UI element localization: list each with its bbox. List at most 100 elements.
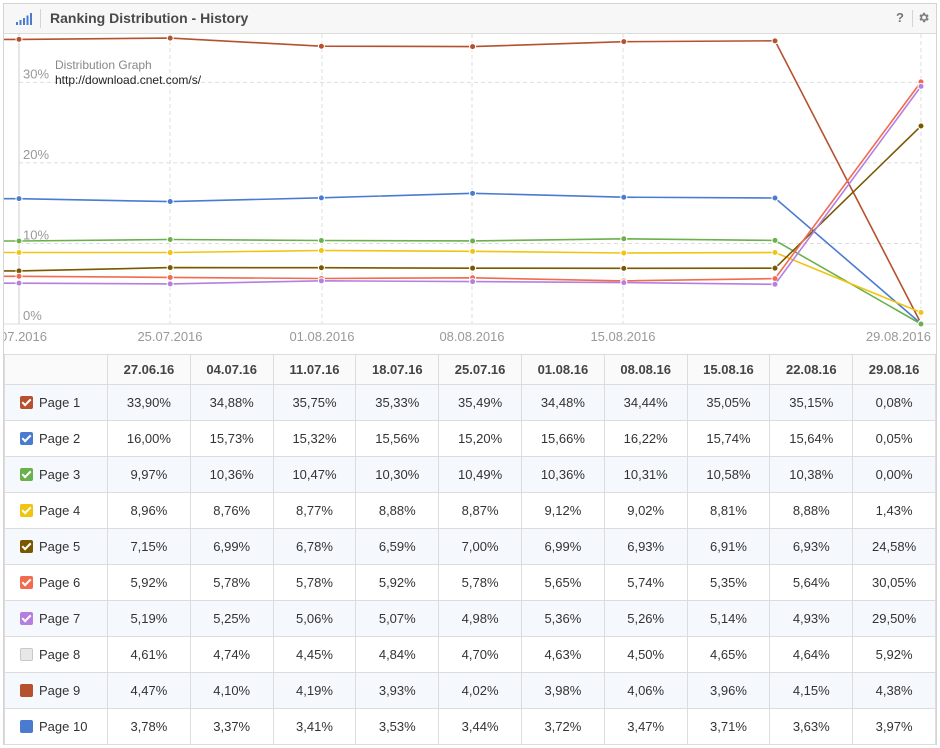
value-cell: 8,96% <box>107 492 191 529</box>
distribution-table: 27.06.16 04.07.16 11.07.16 18.07.16 25.0… <box>4 354 936 745</box>
table-header-row: 27.06.16 04.07.16 11.07.16 18.07.16 25.0… <box>4 354 936 385</box>
data-point[interactable] <box>166 235 174 243</box>
value-cell: 5,25% <box>189 600 274 637</box>
value-cell: 4,65% <box>686 636 771 673</box>
table-row: Page 9 4,47% 4,10% 4,19% 3,93% 4,02% 3,98% 4,06… <box>4 672 936 709</box>
value-cell: 10,38% <box>769 456 854 493</box>
series-checkbox[interactable] <box>20 684 33 697</box>
value-cell: 4,64% <box>769 636 854 673</box>
row-label-cell: Page 6 <box>4 564 108 601</box>
data-point[interactable] <box>917 122 925 130</box>
data-point[interactable] <box>469 189 477 197</box>
row-label: Page 4 <box>39 503 81 518</box>
data-point[interactable] <box>771 37 779 45</box>
series-checkbox[interactable] <box>20 720 33 733</box>
data-point[interactable] <box>620 193 628 201</box>
series-checkbox-checked[interactable] <box>20 468 33 481</box>
data-point[interactable] <box>317 194 325 202</box>
help-button[interactable]: ? <box>896 10 904 25</box>
date-header: 18.07.16 <box>355 354 440 385</box>
data-point[interactable] <box>469 247 477 255</box>
x-tick-label: 15.08.2016 <box>590 329 655 344</box>
gear-icon[interactable] <box>917 11 930 29</box>
row-label-cell: Page 10 <box>4 708 108 745</box>
data-point[interactable] <box>771 264 779 272</box>
value-cell: 4,02% <box>438 672 522 709</box>
data-point[interactable] <box>15 237 23 245</box>
data-point[interactable] <box>771 248 779 256</box>
value-cell: 33,90% <box>107 384 191 421</box>
data-point[interactable] <box>317 237 325 245</box>
data-point[interactable] <box>166 34 174 42</box>
value-cell: 6,99% <box>520 528 605 565</box>
series-checkbox-checked[interactable] <box>20 540 33 553</box>
value-cell: 5,35% <box>686 564 771 601</box>
x-tick-label: 08.08.2016 <box>439 329 504 344</box>
data-point[interactable] <box>15 279 23 287</box>
series-line <box>4 85 922 286</box>
x-tick-label: 01.08.2016 <box>289 329 354 344</box>
row-label-cell: Page 2 <box>4 420 108 457</box>
series-checkbox-checked[interactable] <box>20 576 33 589</box>
data-point[interactable] <box>469 43 477 51</box>
value-cell: 8,88% <box>355 492 440 529</box>
data-point[interactable] <box>166 198 174 206</box>
series-checkbox-checked[interactable] <box>20 432 33 445</box>
series-checkbox-checked[interactable] <box>20 612 33 625</box>
data-point[interactable] <box>620 38 628 46</box>
data-point[interactable] <box>166 280 174 288</box>
date-header: 27.06.16 <box>107 354 191 385</box>
row-label: Page 3 <box>39 467 81 482</box>
data-point[interactable] <box>166 249 174 257</box>
table-row: Page 4 8,96% 8,76% 8,77% 8,88% 8,87% 9,12% 9,02… <box>4 492 936 529</box>
value-cell: 3,71% <box>686 708 771 745</box>
series-checkbox-checked[interactable] <box>20 504 33 517</box>
data-point[interactable] <box>620 235 628 243</box>
data-point[interactable] <box>15 35 23 43</box>
data-point[interactable] <box>469 237 477 245</box>
value-cell: 29,50% <box>852 600 936 637</box>
value-cell: 3,78% <box>107 708 191 745</box>
series-line <box>4 125 922 272</box>
data-point[interactable] <box>917 82 925 90</box>
value-cell: 6,93% <box>603 528 688 565</box>
value-cell: 5,65% <box>520 564 605 601</box>
y-tick-label: 10% <box>23 227 49 242</box>
series-checkbox-checked[interactable] <box>20 396 33 409</box>
value-cell: 15,56% <box>355 420 440 457</box>
data-point[interactable] <box>166 264 174 272</box>
data-point[interactable] <box>917 320 925 328</box>
value-cell: 15,73% <box>189 420 274 457</box>
value-cell: 15,66% <box>520 420 605 457</box>
table-row: Page 10 3,78% 3,37% 3,41% 3,53% 3,44% 3,72% 3,4… <box>4 708 936 745</box>
data-point[interactable] <box>771 236 779 244</box>
value-cell: 5,74% <box>603 564 688 601</box>
row-label-cell: Page 3 <box>4 456 108 493</box>
row-label: Page 9 <box>39 683 81 698</box>
value-cell: 5,06% <box>272 600 357 637</box>
data-point[interactable] <box>317 42 325 50</box>
data-point[interactable] <box>469 264 477 272</box>
data-point[interactable] <box>620 249 628 257</box>
value-cell: 1,43% <box>852 492 936 529</box>
data-point[interactable] <box>469 278 477 286</box>
data-point[interactable] <box>317 247 325 255</box>
value-cell: 4,93% <box>769 600 854 637</box>
data-point[interactable] <box>15 248 23 256</box>
data-point[interactable] <box>317 277 325 285</box>
value-cell: 3,72% <box>520 708 605 745</box>
data-point[interactable] <box>317 264 325 272</box>
value-cell: 8,87% <box>438 492 522 529</box>
data-point[interactable] <box>166 273 174 281</box>
value-cell: 10,36% <box>189 456 274 493</box>
data-point[interactable] <box>771 280 779 288</box>
data-point[interactable] <box>15 272 23 280</box>
data-point[interactable] <box>771 194 779 202</box>
data-point[interactable] <box>620 279 628 287</box>
data-point[interactable] <box>917 308 925 316</box>
data-point[interactable] <box>15 195 23 203</box>
series-checkbox[interactable] <box>20 648 33 661</box>
row-label-cell: Page 4 <box>4 492 108 529</box>
data-point[interactable] <box>620 264 628 272</box>
value-cell: 0,00% <box>852 456 936 493</box>
